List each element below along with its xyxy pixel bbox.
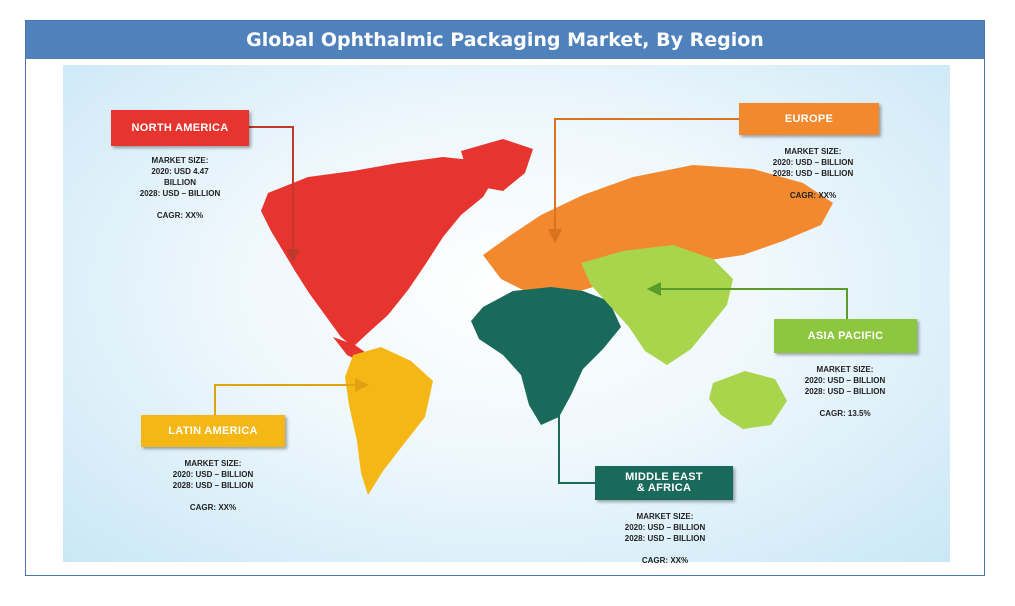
north-america-cagr: CAGR: XX% [156,211,204,220]
middle-east-africa-2020: 2020: USD – BILLION [624,523,706,532]
latin-america-2020: 2020: USD – BILLION [172,470,254,479]
asia-pacific-info: MARKET SIZE: 2020: USD – BILLION 2028: U… [775,364,915,419]
latin-america-cagr: CAGR: XX% [189,503,237,512]
infographic-frame: Global Ophthalmic Packaging Market, By R… [25,20,985,576]
europe-market-size-label: MARKET SIZE: [784,147,842,156]
north-america-2020-cont: BILLION [164,178,196,187]
middle-east-africa-cagr: CAGR: XX% [641,556,689,565]
world-map [214,118,848,495]
europe-cagr: CAGR: XX% [789,191,837,200]
middle-east-africa-label: MIDDLE EAST & AFRICA [595,466,733,500]
north-america-arrow [249,126,300,264]
europe-arrow [548,118,739,244]
europe-2020: 2020: USD – BILLION [772,158,854,167]
europe-2028: 2028: USD – BILLION [772,169,854,178]
asia-pacific-arrow [646,282,848,319]
latin-america-market-size-label: MARKET SIZE: [184,459,242,468]
middle-east-africa-name-line1: MIDDLE EAST [625,471,703,483]
map-canvas: NORTH AMERICA MARKET SIZE: 2020: USD 4.4… [63,65,950,565]
greenland-shape [461,139,533,191]
europe-info: MARKET SIZE: 2020: USD – BILLION 2028: U… [743,146,883,201]
north-america-2020: 2020: USD 4.47 [151,167,209,176]
latin-america-arrow [214,378,370,415]
middle-east-africa-market-size-label: MARKET SIZE: [636,512,694,521]
asia-pacific-cagr: CAGR: 13.5% [819,409,871,418]
latin-america-label: LATIN AMERICA [141,415,285,447]
middle-east-africa-info: MARKET SIZE: 2020: USD – BILLION 2028: U… [595,511,735,566]
middle-east-africa-arrow [552,326,595,484]
latin-america-info: MARKET SIZE: 2020: USD – BILLION 2028: U… [143,458,283,513]
north-america-2028: 2028: USD – BILLION [139,189,221,198]
page-title: Global Ophthalmic Packaging Market, By R… [26,21,984,59]
asia-shape [581,245,733,365]
asia-pacific-2028: 2028: USD – BILLION [804,387,886,396]
north-america-label: NORTH AMERICA [111,110,249,146]
asia-pacific-label: ASIA PACIFIC [774,319,917,353]
latin-america-2028: 2028: USD – BILLION [172,481,254,490]
south-america-shape [345,347,433,495]
north-america-market-size-label: MARKET SIZE: [151,156,209,165]
north-america-shape [261,157,495,347]
asia-pacific-market-size-label: MARKET SIZE: [816,365,874,374]
middle-east-africa-2028: 2028: USD – BILLION [624,534,706,543]
north-america-info: MARKET SIZE: 2020: USD 4.47 BILLION 2028… [103,155,257,221]
australia-shape [709,371,787,429]
asia-pacific-2020: 2020: USD – BILLION [804,376,886,385]
middle-east-africa-name-line2: & AFRICA [636,482,692,494]
middle-east-africa-shape [471,287,621,425]
europe-label: EUROPE [739,103,879,135]
europe-shape [483,165,833,297]
